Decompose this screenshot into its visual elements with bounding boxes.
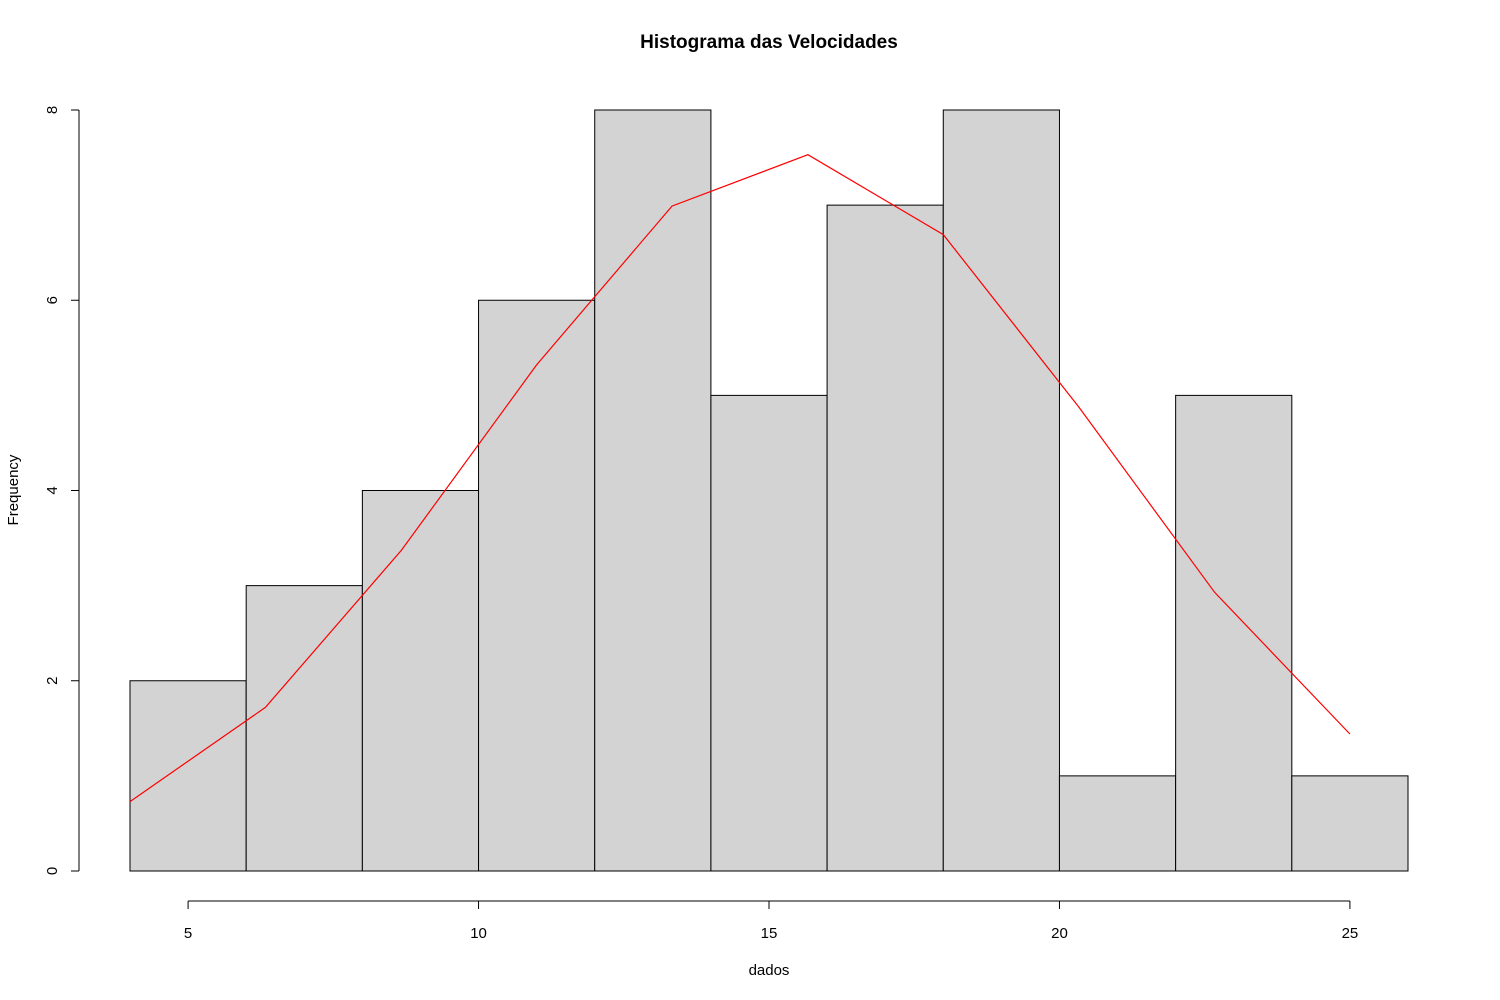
y-axis: 0 2 4 6 8: [44, 106, 80, 875]
y-tick-label-8: 8: [44, 106, 61, 114]
histogram-bar-9: [1058, 775, 1177, 872]
x-tick-label-10: 10: [470, 925, 487, 942]
chart-title: Histograma das Velocidades: [640, 32, 898, 53]
histogram-bar-10: [1175, 394, 1293, 872]
y-tick-label-6: 6: [44, 296, 61, 304]
histogram-bar-6: [710, 394, 828, 872]
histogram-bar-2: [245, 585, 363, 872]
histogram-bar-11: [1291, 775, 1409, 872]
histogram-bar-7: [826, 204, 944, 872]
histogram-bar-4: [478, 299, 596, 872]
histogram-bar-5: [594, 109, 712, 872]
x-tick-label-20: 20: [1051, 925, 1068, 942]
x-axis: 5 10 15 20 25: [184, 900, 1359, 942]
x-tick-label-15: 15: [761, 925, 778, 942]
histogram-bar-1: [129, 680, 247, 872]
y-tick-label-4: 4: [44, 486, 61, 494]
x-axis-label: dados: [749, 962, 790, 979]
density-curve-line: [129, 154, 1351, 803]
x-tick-label-5: 5: [184, 925, 192, 942]
histogram-bar-3: [361, 490, 480, 872]
bars-layer: [129, 109, 1409, 872]
histogram-bar-8: [942, 109, 1060, 872]
y-tick-label-2: 2: [44, 677, 61, 685]
y-axis-label: Frequency: [5, 454, 22, 525]
x-tick-label-25: 25: [1342, 925, 1359, 942]
y-tick-label-0: 0: [44, 867, 61, 875]
curve-layer: [129, 154, 1351, 803]
